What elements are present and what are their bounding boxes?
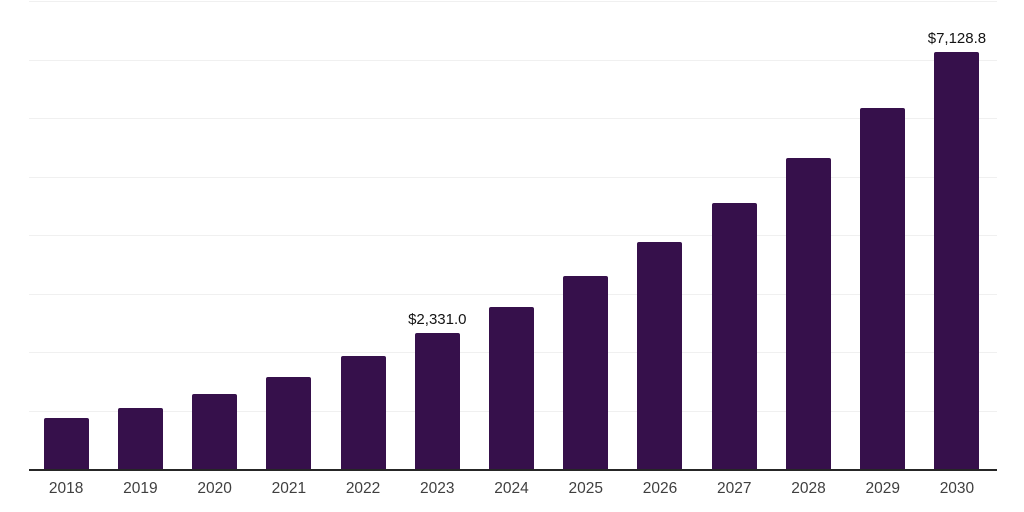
bar-group-2019 [103, 1, 177, 469]
bar-group-2022 [326, 1, 400, 469]
bar-2030 [934, 51, 980, 469]
x-axis-tick-label-2024: 2024 [494, 480, 529, 497]
x-axis-tick-label-2028: 2028 [791, 480, 826, 497]
x-axis-tick-label-2030: 2030 [939, 480, 975, 497]
bar-2022 [340, 355, 386, 469]
gridline [29, 176, 997, 178]
x-axis-tick-label-2027: 2027 [716, 480, 752, 497]
bar-group-2028 [771, 1, 845, 469]
gridline [29, 293, 997, 295]
bar-2023 [414, 332, 460, 469]
bar-2018 [43, 418, 89, 469]
x-axis-tick-label-2025: 2025 [568, 480, 603, 497]
x-axis-tick-label-2029: 2029 [865, 480, 900, 497]
bar-value-label-2030: $7,128.8 [927, 29, 987, 47]
x-axis-tick-label-2021: 2021 [271, 480, 307, 497]
x-axis: 2018 2019 2020 2021 2022 2023 2024 2025 2026 2027… [29, 479, 994, 499]
bar-2026 [637, 242, 683, 469]
bar-group-2024 [474, 1, 548, 469]
bar-2025 [563, 275, 609, 469]
bar-group-2018 [29, 1, 103, 469]
x-axis-tick-label-2019: 2019 [123, 480, 158, 497]
bar-group-2027 [697, 1, 771, 469]
x-axis-tick-label-2022: 2022 [345, 480, 381, 497]
bar-group-2020 [177, 1, 251, 469]
bar-group-2026 [623, 1, 697, 469]
x-axis-tick-label-2023: 2023 [420, 480, 455, 497]
bar-group-2021 [252, 1, 326, 469]
plot-area: $2,331.0 $7,128.8 [29, 1, 997, 471]
gridline [29, 118, 997, 119]
bar-2020 [192, 393, 238, 469]
gridline [29, 1, 997, 2]
bar-2029 [860, 107, 906, 469]
bars-container: $2,331.0 $7,128.8 [29, 1, 994, 469]
x-axis-tick-label-2018: 2018 [48, 480, 84, 497]
bar-2024 [489, 306, 535, 469]
x-axis-tick-label-2026: 2026 [642, 480, 678, 497]
bar-group-2030: $7,128.8 [920, 1, 994, 469]
bar-2019 [117, 408, 163, 469]
bar-group-2029 [846, 1, 920, 469]
bar-value-label-2023: $2,331.0 [408, 310, 467, 328]
bar-group-2025 [549, 1, 623, 469]
x-axis-tick-label-2020: 2020 [197, 480, 232, 497]
gridline [29, 235, 997, 236]
gridline [29, 59, 997, 61]
bar-2021 [266, 376, 312, 469]
bar-group-2023: $2,331.0 [400, 1, 474, 469]
bar-2027 [711, 202, 757, 469]
bar-2028 [785, 157, 831, 469]
